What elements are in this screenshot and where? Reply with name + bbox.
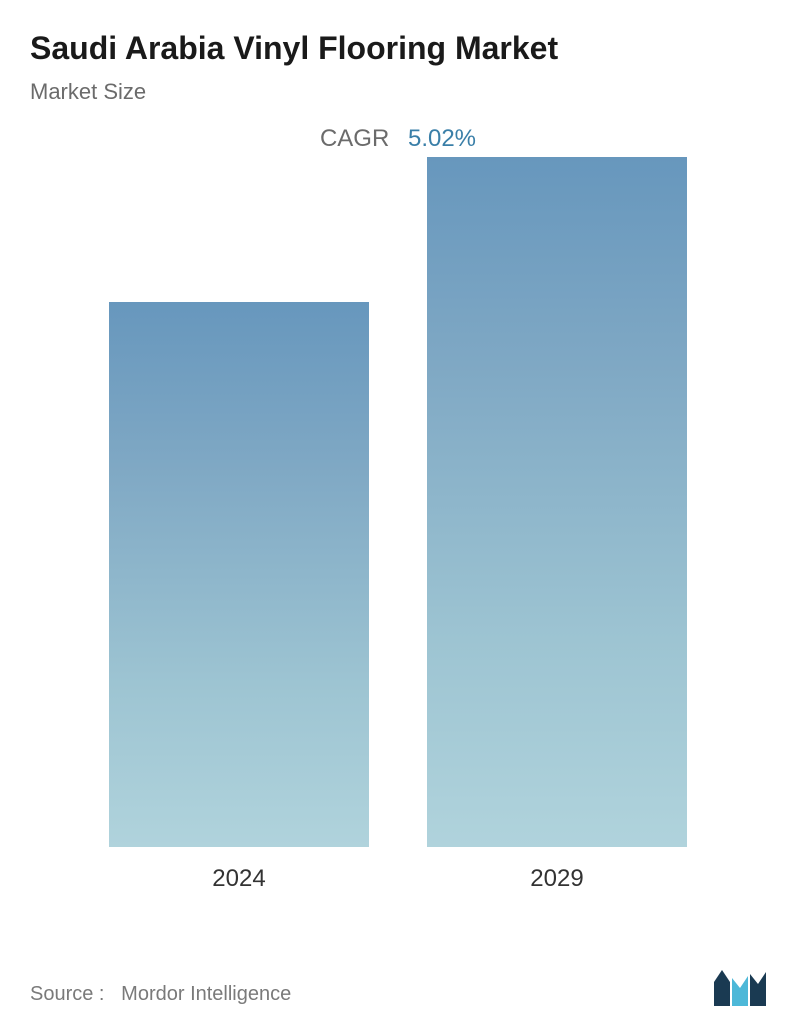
bar-2029 — [427, 157, 687, 847]
bar-label: 2024 — [212, 865, 265, 893]
source-text: Source : Mordor Intelligence — [30, 983, 291, 1006]
footer: Source : Mordor Intelligence — [30, 970, 766, 1006]
source-prefix: Source : — [30, 983, 104, 1005]
cagr-row: CAGR 5.02% — [30, 125, 766, 153]
bar-chart: 2024 2029 — [30, 203, 766, 893]
source-name: Mordor Intelligence — [121, 983, 291, 1005]
chart-title: Saudi Arabia Vinyl Flooring Market — [30, 30, 766, 67]
cagr-label: CAGR — [320, 125, 389, 152]
bar-group: 2024 — [109, 302, 369, 893]
chart-subtitle: Market Size — [30, 79, 766, 105]
bar-group: 2029 — [427, 157, 687, 893]
mordor-logo-icon — [714, 970, 766, 1006]
cagr-value: 5.02% — [408, 125, 476, 152]
bar-2024 — [109, 302, 369, 847]
bar-label: 2029 — [530, 865, 583, 893]
